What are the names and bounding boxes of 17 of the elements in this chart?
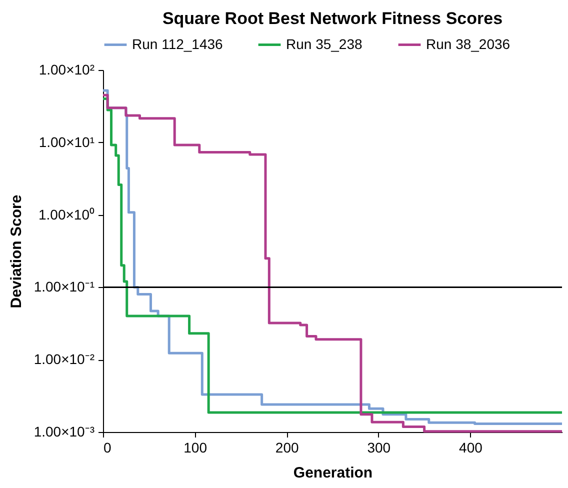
y-tick-label: 1.00×10⁻¹ (34, 278, 95, 295)
legend-label: Run 38_2036 (426, 36, 510, 52)
x-tick-label: 300 (367, 440, 391, 456)
x-tick-label: 200 (275, 440, 299, 456)
y-tick-label: 1.00×10⁻² (34, 351, 95, 368)
x-tick-label: 0 (104, 440, 112, 456)
x-tick-label: 100 (184, 440, 208, 456)
x-axis-title: Generation (293, 464, 373, 482)
chart-title: Square Root Best Network Fitness Scores (162, 9, 503, 28)
legend-label: Run 112_1436 (132, 36, 224, 52)
y-tick-label: 1.00×10¹ (38, 134, 95, 150)
y-tick-label: 1.00×10⁻³ (34, 424, 95, 440)
legend-label: Run 35_238 (286, 36, 363, 52)
x-tick-label: 400 (459, 440, 483, 456)
y-axis-title: Deviation Score (8, 194, 25, 308)
y-tick-label: 1.00×10² (38, 62, 95, 78)
y-tick-label: 1.00×10⁰ (38, 206, 94, 222)
